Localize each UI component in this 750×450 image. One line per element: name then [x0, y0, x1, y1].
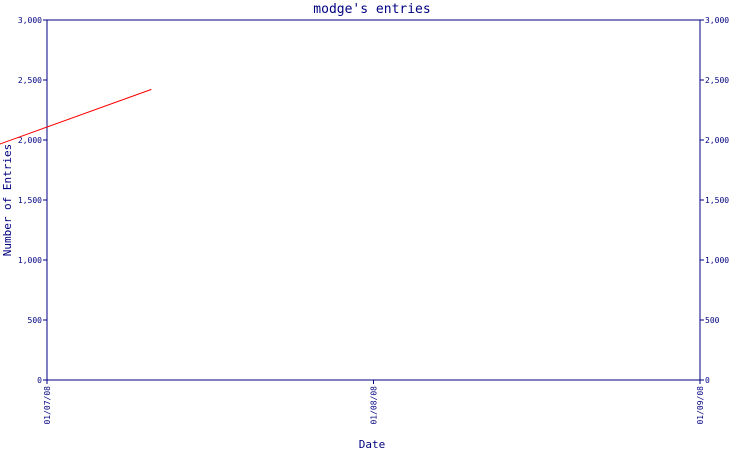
y-tick-label-left: 2,000	[18, 136, 42, 145]
x-axis: 01/07/08 01/08/08 01/09/08	[43, 380, 705, 425]
chart-title: modge's entries	[313, 2, 430, 17]
y-tick-label-left: 3,000	[18, 16, 42, 25]
plot-area-frame	[46, 19, 701, 381]
y-tick-label-right: 0	[705, 376, 710, 385]
series-layer	[0, 89, 152, 145]
y-tick-label-right: 2,000	[705, 136, 729, 145]
data-point	[150, 89, 152, 91]
series-line	[0, 89, 151, 145]
x-tick-label: 01/07/08	[43, 386, 52, 425]
x-tick-label: 01/09/08	[696, 386, 705, 425]
y-tick-label-left: 1,000	[18, 256, 42, 265]
y-tick-label-left: 500	[28, 316, 43, 325]
y-axis-left: 0 500 1,000 1,500 2,000 2,500 3,000	[18, 16, 47, 385]
y-tick-label-left: 0	[37, 376, 42, 385]
y-tick-label-right: 3,000	[705, 16, 729, 25]
y-axis-right: 0 500 1,000 1,500 2,000 2,500 3,000	[700, 16, 729, 385]
y-tick-label-right: 2,500	[705, 76, 729, 85]
y-tick-label-right: 1,000	[705, 256, 729, 265]
y-axis-title: Number of Entries	[1, 144, 14, 257]
y-tick-label-right: 500	[705, 316, 720, 325]
x-axis-title: Date	[359, 438, 386, 450]
y-tick-label-left: 1,500	[18, 196, 42, 205]
y-tick-label-right: 1,500	[705, 196, 729, 205]
y-tick-label-left: 2,500	[18, 76, 42, 85]
x-tick-label: 01/08/08	[370, 386, 379, 425]
